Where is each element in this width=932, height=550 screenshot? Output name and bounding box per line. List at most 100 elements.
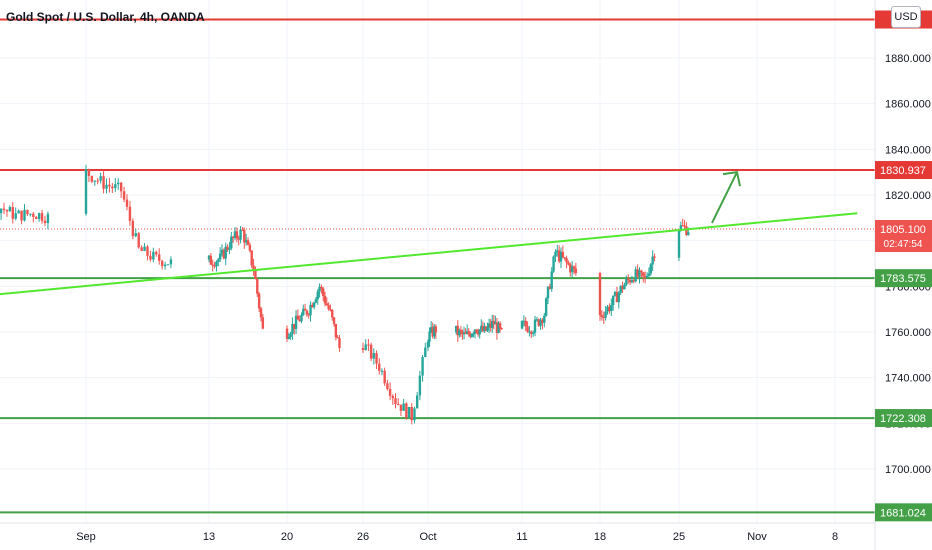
- level-price-tag: [875, 161, 932, 180]
- candle-body: [476, 332, 480, 335]
- candle-body: [608, 306, 611, 311]
- time-tick-label: 26: [357, 531, 369, 543]
- candle-body: [325, 303, 329, 306]
- candle-body: [320, 286, 323, 289]
- candle-body: [497, 323, 500, 333]
- candle-body: [469, 333, 472, 337]
- candle-body: [99, 176, 102, 181]
- candle-body: [433, 326, 436, 337]
- candle-body: [29, 213, 32, 215]
- level-price-label: 1681.024: [880, 507, 926, 519]
- time-tick-label: Sep: [76, 531, 96, 543]
- candle-body: [338, 338, 341, 349]
- candle-body: [87, 169, 91, 176]
- candle-body: [233, 231, 237, 238]
- candle-body: [421, 357, 424, 376]
- candle-body: [311, 304, 314, 308]
- candle-body: [570, 266, 574, 273]
- candle-body: [550, 271, 553, 289]
- candle-body: [434, 326, 438, 333]
- price-tick-label: 1820.000: [885, 190, 931, 202]
- candle-body: [5, 210, 9, 212]
- candle-body: [685, 226, 688, 235]
- candle-body: [598, 272, 602, 316]
- candle-body: [459, 329, 463, 332]
- candle-body: [296, 315, 300, 320]
- price-tick-label: 1760.000: [885, 327, 931, 339]
- price-tick-label: 1860.000: [885, 99, 931, 111]
- candle-body: [625, 278, 628, 285]
- time-axis: Sep 13 20 26 Oct 11 18 25 Nov 8: [76, 531, 838, 543]
- candle-body: [528, 331, 531, 333]
- candle-body: [105, 184, 108, 189]
- level-price-tag: [875, 269, 932, 288]
- candle-body: [111, 186, 114, 189]
- candle-body: [20, 210, 23, 221]
- candle-body: [567, 262, 570, 265]
- candle-body: [679, 225, 683, 231]
- candle-body: [486, 327, 489, 331]
- trendline[interactable]: [0, 212, 858, 309]
- candle-body: [487, 323, 491, 328]
- time-tick-label: 13: [203, 531, 215, 543]
- candle-body: [289, 333, 292, 337]
- candle-body: [125, 199, 129, 207]
- candle-body: [543, 315, 546, 323]
- candle-body: [146, 246, 149, 256]
- projection-arrow[interactable]: [711, 171, 738, 224]
- candle-body: [539, 319, 542, 326]
- candle-body: [640, 270, 643, 273]
- candle-body: [222, 249, 226, 259]
- candle-body: [149, 255, 152, 260]
- candle-body: [651, 256, 654, 265]
- candle-body: [606, 306, 609, 312]
- candle-body: [548, 286, 552, 289]
- candle-body: [250, 250, 253, 266]
- candle-body: [32, 213, 35, 217]
- candle-body: [8, 207, 12, 212]
- level-price-tag: [875, 503, 932, 522]
- candle-body: [645, 275, 649, 278]
- candle-body: [552, 256, 555, 272]
- candle-body: [248, 244, 252, 251]
- candle-body: [557, 250, 561, 262]
- candle-body: [617, 292, 621, 303]
- candle-body: [494, 322, 497, 325]
- candle-body: [383, 370, 386, 384]
- candle-body: [291, 323, 294, 334]
- candle-body: [96, 180, 99, 182]
- currency-button[interactable]: USD: [891, 6, 921, 28]
- candle-body: [520, 321, 524, 329]
- candle-body: [257, 293, 261, 309]
- projection-arrow-head: [722, 171, 741, 187]
- time-tick-label: 20: [281, 531, 293, 543]
- candle-body: [627, 278, 630, 281]
- candle-body: [152, 251, 155, 260]
- candle-body: [128, 206, 132, 221]
- candle-body: [424, 347, 427, 358]
- candle-body: [23, 209, 26, 221]
- candle-body: [456, 325, 459, 336]
- symbol-title[interactable]: Gold Spot / U.S. Dollar, 4h, OANDA: [6, 10, 205, 24]
- candle-body: [429, 327, 433, 332]
- candle-body: [611, 295, 615, 306]
- level-price-tag: [875, 409, 932, 428]
- candle-body: [26, 209, 29, 215]
- candle-body: [163, 264, 167, 267]
- candle-body: [220, 249, 224, 254]
- candle-body: [500, 328, 503, 330]
- candle-body: [458, 329, 461, 336]
- candle-body: [681, 225, 684, 227]
- candle-body: [638, 270, 641, 277]
- candle-body: [259, 308, 263, 318]
- candle-body: [467, 331, 470, 334]
- level-price-label: 1722.308: [880, 413, 926, 425]
- candle-body: [261, 317, 265, 329]
- candle-body: [37, 213, 41, 220]
- candle-body: [323, 295, 327, 304]
- candle-body: [431, 327, 434, 337]
- candle-body: [563, 257, 566, 259]
- candle-body: [546, 286, 550, 299]
- candle-body: [228, 248, 231, 250]
